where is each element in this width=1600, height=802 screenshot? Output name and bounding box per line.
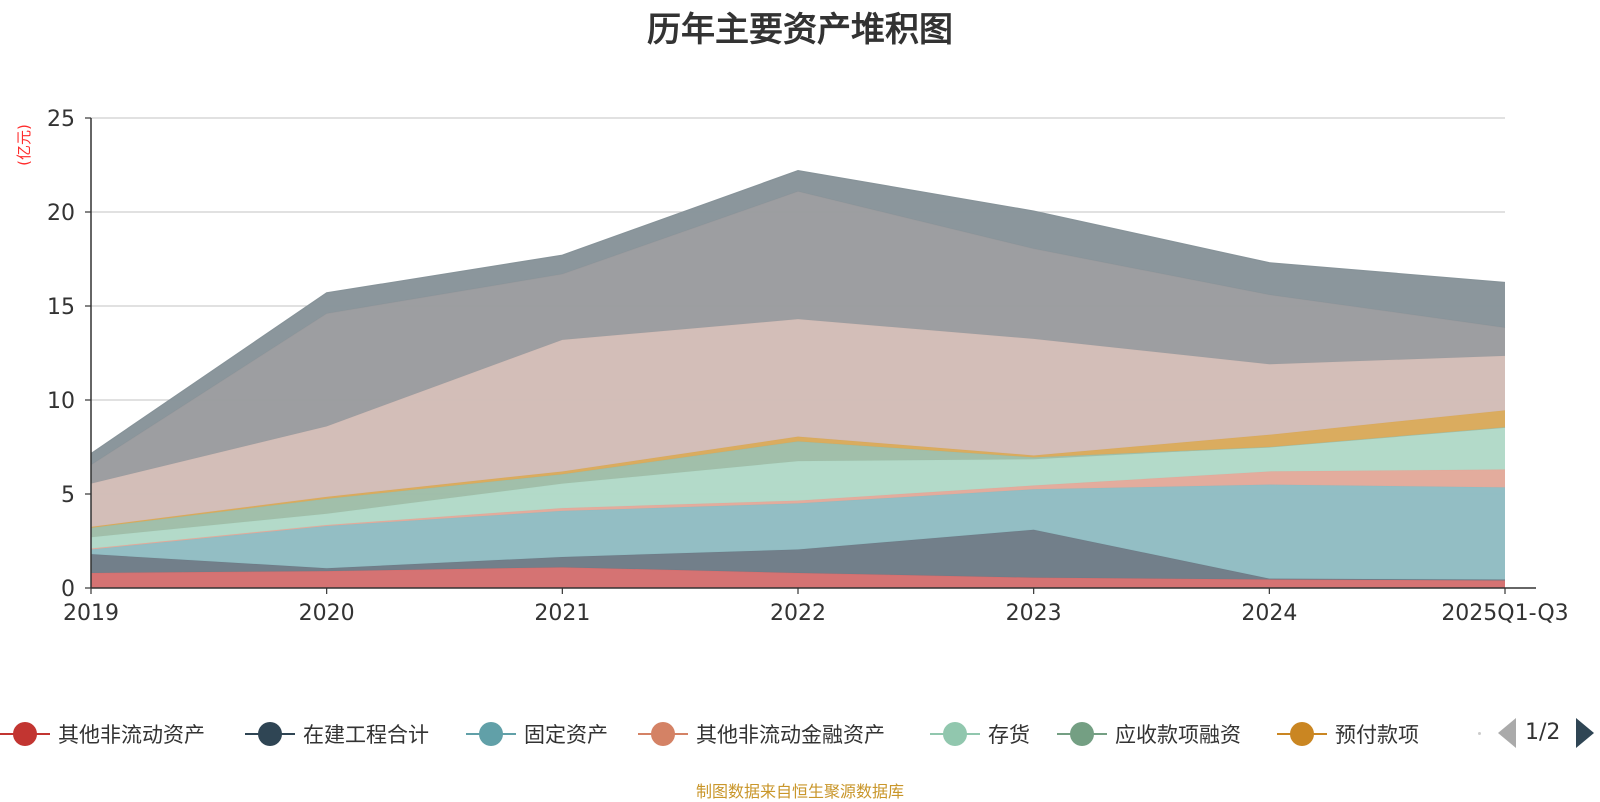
legend-label: 在建工程合计 bbox=[303, 723, 429, 747]
legend-label: 预付款项 bbox=[1335, 723, 1419, 747]
legend-marker-icon bbox=[0, 721, 50, 747]
legend-item-2[interactable]: 固定资产 bbox=[466, 716, 608, 752]
area-series-5[interactable] bbox=[91, 427, 1505, 538]
area-series-1[interactable] bbox=[91, 529, 1505, 581]
area-series-line-9 bbox=[90, 170, 1506, 455]
legend-label: 其他非流动资产 bbox=[58, 723, 205, 747]
legend-label: 固定资产 bbox=[524, 723, 608, 747]
legend-marker-icon bbox=[1277, 721, 1327, 747]
legend-marker-icon bbox=[638, 721, 688, 747]
legend: 其他非流动资产 在建工程合计 固定资产 其他非流动金融资产 存货 应收款项融资 预付款项 bbox=[0, 716, 1600, 756]
x-tick-label: 2022 bbox=[770, 601, 826, 626]
area-series-4[interactable] bbox=[91, 427, 1505, 549]
legend-marker-icon bbox=[466, 721, 516, 747]
legend-separator-dot bbox=[1478, 732, 1481, 735]
y-tick-label: 25 bbox=[47, 107, 75, 132]
y-tick-label: 5 bbox=[61, 483, 75, 508]
y-tick-label: 0 bbox=[61, 577, 75, 602]
y-tick-label: 15 bbox=[47, 295, 75, 320]
x-tick-label: 2021 bbox=[534, 601, 590, 626]
area-series-7[interactable] bbox=[91, 319, 1505, 527]
legend-item-0[interactable]: 其他非流动资产 bbox=[0, 716, 205, 752]
legend-item-1[interactable]: 在建工程合计 bbox=[245, 716, 429, 752]
x-tick-label: 2020 bbox=[299, 601, 355, 626]
legend-label: 其他非流动金融资产 bbox=[696, 723, 885, 747]
y-tick-label: 10 bbox=[47, 389, 75, 414]
legend-marker-icon bbox=[930, 721, 980, 747]
y-tick-label: 20 bbox=[47, 201, 75, 226]
x-tick-label: 2019 bbox=[63, 601, 119, 626]
x-tick-label: 2025Q1-Q3 bbox=[1441, 601, 1568, 626]
source-note: 制图数据来自恒生聚源数据库 bbox=[695, 782, 904, 801]
x-tick-label: 2023 bbox=[1006, 601, 1062, 626]
area-series-8[interactable] bbox=[91, 191, 1505, 484]
legend-item-3[interactable]: 其他非流动金融资产 bbox=[638, 716, 885, 752]
axes bbox=[90, 118, 1536, 589]
legend-prev-page-icon[interactable] bbox=[1498, 718, 1516, 748]
legend-item-5[interactable]: 应收款项融资 bbox=[1057, 716, 1241, 752]
area-series bbox=[90, 170, 1506, 588]
legend-marker-icon bbox=[1057, 721, 1107, 747]
area-series-3[interactable] bbox=[91, 469, 1505, 550]
legend-item-6[interactable]: 预付款项 bbox=[1277, 716, 1419, 752]
y-axis-unit-label: (亿元) bbox=[15, 124, 33, 166]
legend-page-indicator: 1/2 bbox=[1525, 720, 1561, 745]
legend-label: 应收款项融资 bbox=[1115, 723, 1241, 747]
legend-label: 存货 bbox=[988, 723, 1030, 747]
x-tick-label: 2024 bbox=[1241, 601, 1297, 626]
chart-title: 历年主要资产堆积图 bbox=[647, 10, 953, 50]
area-series-2[interactable] bbox=[91, 484, 1505, 580]
legend-item-4[interactable]: 存货 bbox=[930, 716, 1030, 752]
legend-next-page-icon[interactable] bbox=[1576, 718, 1594, 748]
axis-ticks: 0 5 10 15 20 25 2019 2020 2021 2022 2023 2024 2025Q1… bbox=[47, 107, 1569, 626]
legend-marker-icon bbox=[245, 721, 295, 747]
area-series-9[interactable] bbox=[91, 170, 1505, 465]
area-series-0[interactable] bbox=[91, 567, 1505, 588]
